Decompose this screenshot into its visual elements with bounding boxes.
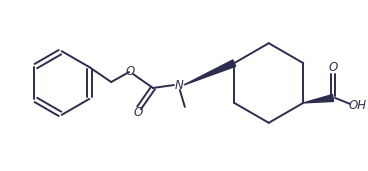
Polygon shape xyxy=(303,95,334,103)
Text: OH: OH xyxy=(349,99,367,112)
Text: O: O xyxy=(125,65,135,78)
Text: N: N xyxy=(174,78,183,91)
Polygon shape xyxy=(184,60,236,85)
Text: O: O xyxy=(134,106,143,119)
Text: O: O xyxy=(329,61,338,74)
